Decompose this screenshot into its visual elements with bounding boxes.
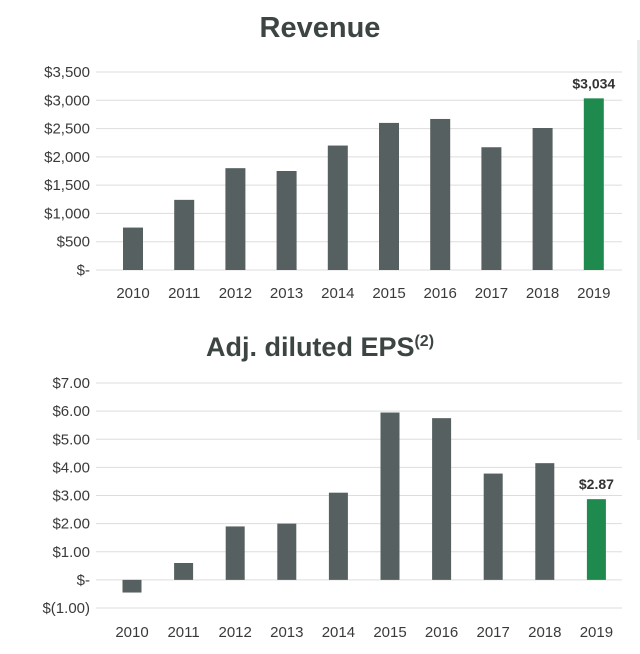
revenue-bar	[481, 147, 502, 270]
revenue-chart-plot: $- $500 $1,000 $1,500 $2,000 $2,500 $3,000 $3,5…	[44, 64, 622, 302]
eps-xtick-label: 2014	[322, 624, 355, 641]
eps-ytick-label: $(1.00)	[42, 600, 90, 617]
revenue-ytick-label: $2,500	[44, 121, 90, 138]
revenue-bar	[379, 122, 399, 271]
eps-xtick-label: 2012	[219, 624, 252, 641]
revenue-xtick-label: 2011	[168, 285, 200, 302]
revenue-ytick-label: $3,500	[44, 64, 90, 81]
eps-ytick-label: $1.00	[52, 544, 90, 561]
revenue-xtick-label: 2019	[577, 285, 610, 302]
revenue-xtick-label: 2012	[219, 285, 252, 302]
eps-xtick-label: 2015	[373, 624, 406, 641]
revenue-chart: Revenue $- $500 $1,000 $1,500 $2,000 $2,500 $3…	[0, 0, 640, 315]
eps-chart-title-text: Adj. diluted EPS	[205, 332, 415, 362]
eps-chart-plot: $(1.00) $- $1.00 $2.00 $3.00 $4.00 $5.00 $6.00 $…	[42, 375, 622, 641]
revenue-ytick-label: $3,000	[44, 92, 90, 109]
eps-data-label: $2.87	[579, 476, 614, 492]
revenue-ytick-label: $500	[57, 234, 90, 251]
revenue-bar	[174, 199, 195, 270]
revenue-xtick-label: 2014	[321, 285, 354, 302]
revenue-bar	[532, 128, 553, 270]
revenue-xtick-label: 2015	[372, 285, 405, 302]
eps-bar	[122, 579, 142, 593]
eps-bar	[432, 418, 452, 580]
eps-xtick-label: 2011	[167, 624, 199, 641]
eps-ytick-label: $7.00	[52, 375, 90, 392]
revenue-xtick-label: 2018	[526, 285, 559, 302]
eps-ytick-label: $2.00	[52, 516, 90, 533]
revenue-ytick-label: $2,000	[44, 149, 90, 166]
revenue-bar	[225, 168, 246, 270]
eps-xtick-label: 2017	[477, 624, 510, 641]
eps-chart-title-superscript: (2)	[414, 333, 435, 350]
eps-bar	[586, 499, 606, 580]
eps-chart-title: Adj. diluted EPS(2)	[0, 332, 640, 363]
revenue-ytick-label: $1,500	[44, 177, 90, 194]
revenue-xtick-label: 2013	[270, 285, 303, 302]
eps-ytick-label: $3.00	[52, 488, 90, 505]
revenue-xtick-label: 2016	[424, 285, 457, 302]
revenue-ytick-label: $-	[77, 262, 90, 279]
page-edge	[637, 40, 640, 440]
eps-bar	[380, 412, 400, 580]
eps-bar	[174, 563, 194, 580]
eps-xtick-label: 2016	[425, 624, 458, 641]
revenue-ytick-label: $1,000	[44, 205, 90, 222]
eps-chart: Adj. diluted EPS(2) $(1.00) $- $1.00 $2.00 $…	[0, 318, 640, 654]
revenue-bar	[123, 227, 143, 270]
eps-xtick-label: 2019	[580, 624, 613, 641]
eps-bar	[328, 492, 348, 580]
revenue-bar	[430, 118, 451, 270]
eps-bar	[225, 526, 245, 580]
revenue-bar	[327, 145, 348, 270]
eps-bar	[277, 523, 297, 580]
eps-ytick-label: $5.00	[52, 431, 90, 448]
revenue-bar	[583, 98, 604, 270]
eps-ytick-label: $-	[77, 572, 90, 589]
revenue-xtick-label: 2017	[475, 285, 508, 302]
revenue-bar	[276, 171, 297, 270]
revenue-data-label: $3,034	[572, 75, 615, 91]
eps-xtick-label: 2018	[528, 624, 561, 641]
revenue-chart-title: Revenue	[259, 12, 381, 44]
eps-xtick-label: 2010	[115, 624, 148, 641]
eps-ytick-label: $4.00	[52, 459, 90, 476]
eps-bar	[535, 463, 555, 580]
eps-bar	[483, 473, 503, 580]
eps-ytick-label: $6.00	[52, 403, 90, 420]
eps-xtick-label: 2013	[270, 624, 303, 641]
revenue-xtick-label: 2010	[116, 285, 149, 302]
